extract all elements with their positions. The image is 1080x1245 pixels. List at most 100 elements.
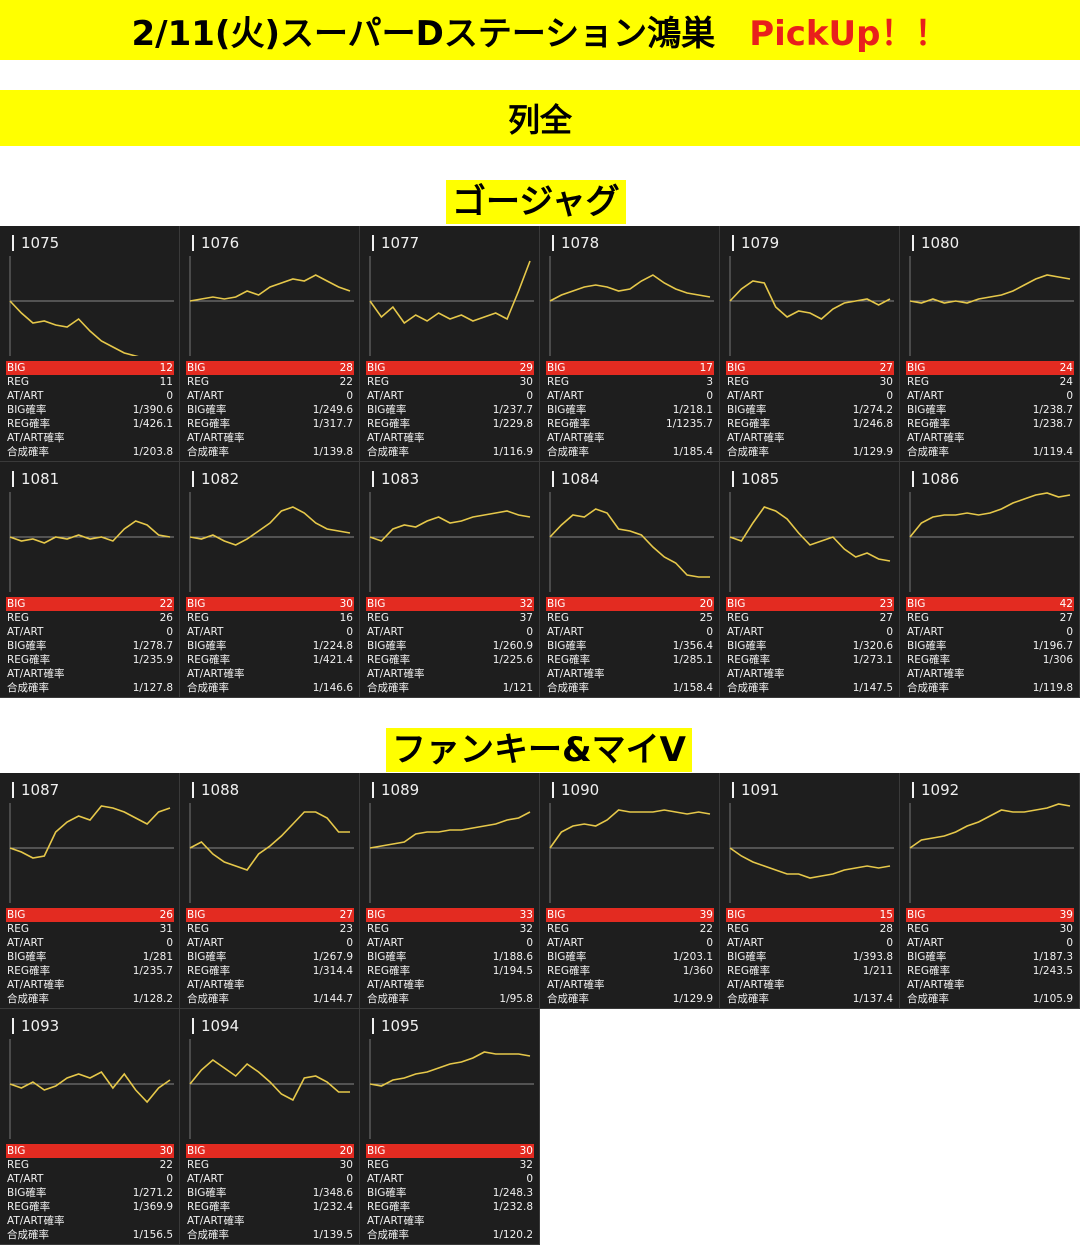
stat-row-big-rate: BIG確率 1/238.7 bbox=[906, 403, 1074, 417]
stat-value: 23 bbox=[879, 598, 893, 610]
machine-card[interactable]: 1089 BIG 33 REG 32 AT/ART 0 BIG確率 1/188.6 REG確率 1/… bbox=[360, 773, 540, 1009]
stat-label: BIG bbox=[727, 909, 746, 921]
graph-line bbox=[369, 811, 531, 849]
stat-value: 1/238.7 bbox=[1032, 418, 1073, 430]
stat-value: 1/421.4 bbox=[312, 654, 353, 666]
stat-row-reg-rate: REG確率 1/232.8 bbox=[366, 1200, 534, 1214]
machine-number: 1076 bbox=[192, 235, 239, 251]
stat-label: REG bbox=[7, 376, 30, 388]
stat-row-at-rate: AT/ART確率 bbox=[906, 667, 1074, 681]
stat-value: 23 bbox=[339, 923, 353, 935]
stat-label: AT/ART bbox=[187, 1173, 224, 1185]
machine-card[interactable]: 1095 BIG 30 REG 32 AT/ART 0 BIG確率 1/248.3 REG確率 1/… bbox=[360, 1009, 540, 1245]
graph-line bbox=[9, 300, 139, 356]
medal-graph bbox=[189, 256, 354, 356]
machine-card[interactable]: 1085 BIG 23 REG 27 AT/ART 0 BIG確率 1/320.6 REG確率 1/… bbox=[720, 462, 900, 698]
stat-row-big-rate: BIG確率 1/188.6 bbox=[366, 950, 534, 964]
stat-value: 1/156.5 bbox=[132, 1229, 173, 1241]
stat-label: REG確率 bbox=[367, 418, 411, 430]
stat-row-big: BIG 12 bbox=[6, 361, 174, 375]
stat-row-reg-rate: REG確率 1/426.1 bbox=[6, 417, 174, 431]
stat-label: AT/ART bbox=[187, 937, 224, 949]
stat-row-at: AT/ART 0 bbox=[186, 1172, 354, 1186]
machine-card[interactable]: 1084 BIG 20 REG 25 AT/ART 0 BIG確率 1/356.4 REG確率 1/… bbox=[540, 462, 720, 698]
stat-row-reg: REG 3 bbox=[546, 375, 714, 389]
machine-number: 1079 bbox=[732, 235, 779, 251]
machine-card[interactable]: 1091 BIG 15 REG 28 AT/ART 0 BIG確率 1/393.8 REG確率 1/… bbox=[720, 773, 900, 1009]
medal-graph bbox=[369, 256, 534, 356]
stat-value: 1/119.8 bbox=[1032, 682, 1073, 694]
stat-label: 合成確率 bbox=[907, 682, 949, 694]
stat-value: 1/369.9 bbox=[132, 1201, 173, 1213]
stats-table: BIG 39 REG 22 AT/ART 0 BIG確率 1/203.1 REG確率 1/360 A… bbox=[546, 908, 714, 1006]
stat-label: REG bbox=[727, 923, 750, 935]
stat-row-big-rate: BIG確率 1/224.8 bbox=[186, 639, 354, 653]
stat-row-reg-rate: REG確率 1/317.7 bbox=[186, 417, 354, 431]
medal-graph bbox=[909, 803, 1074, 903]
machine-card[interactable]: 1075 BIG 12 REG 11 AT/ART 0 BIG確率 1/390.6 REG確率 1/… bbox=[0, 226, 180, 462]
machine-card[interactable]: 1081 BIG 22 REG 26 AT/ART 0 BIG確率 1/278.7 REG確率 1/… bbox=[0, 462, 180, 698]
stat-row-at: AT/ART 0 bbox=[726, 389, 894, 403]
stat-label: BIG bbox=[187, 909, 206, 921]
stat-label: REG bbox=[727, 612, 750, 624]
stat-row-total-rate: 合成確率 1/156.5 bbox=[6, 1228, 174, 1242]
stat-row-reg: REG 32 bbox=[366, 1158, 534, 1172]
stat-value: 1/306 bbox=[1042, 654, 1073, 666]
machine-card[interactable]: 1094 BIG 20 REG 30 AT/ART 0 BIG確率 1/348.6 REG確率 1/… bbox=[180, 1009, 360, 1245]
stat-row-big: BIG 29 bbox=[366, 361, 534, 375]
graph-line bbox=[549, 274, 711, 302]
stat-label: REG確率 bbox=[727, 965, 771, 977]
machine-card[interactable]: 1082 BIG 30 REG 16 AT/ART 0 BIG確率 1/224.8 REG確率 1/… bbox=[180, 462, 360, 698]
stat-value: 1/232.4 bbox=[312, 1201, 353, 1213]
medal-graph bbox=[9, 1039, 174, 1139]
stat-value: 30 bbox=[339, 1159, 353, 1171]
stat-label: 合成確率 bbox=[727, 993, 769, 1005]
stat-label: 合成確率 bbox=[547, 682, 589, 694]
stat-label: BIG確率 bbox=[727, 640, 767, 652]
stat-row-at: AT/ART 0 bbox=[6, 936, 174, 950]
stats-table: BIG 39 REG 30 AT/ART 0 BIG確率 1/187.3 REG確率 1/243.… bbox=[906, 908, 1074, 1006]
stat-row-at-rate: AT/ART確率 bbox=[726, 431, 894, 445]
stat-label: REG bbox=[187, 376, 210, 388]
medal-graph bbox=[909, 492, 1074, 592]
stat-row-reg-rate: REG確率 1/194.5 bbox=[366, 964, 534, 978]
machine-grid-gogo-2: 1081 BIG 22 REG 26 AT/ART 0 BIG確率 1/278.7 REG確率 1/… bbox=[0, 462, 1080, 698]
stat-label: AT/ART確率 bbox=[187, 668, 245, 680]
stats-table: BIG 15 REG 28 AT/ART 0 BIG確率 1/393.8 REG確率 1/211 A… bbox=[726, 908, 894, 1006]
row-label: 列全 bbox=[507, 101, 572, 139]
machine-card[interactable]: 1088 BIG 27 REG 23 AT/ART 0 BIG確率 1/267.9 REG確率 1/… bbox=[180, 773, 360, 1009]
machine-card[interactable]: 1076 BIG 28 REG 22 AT/ART 0 BIG確率 1/249.6 REG確率 1/… bbox=[180, 226, 360, 462]
stat-label: REG確率 bbox=[547, 418, 591, 430]
stat-row-big-rate: BIG確率 1/320.6 bbox=[726, 639, 894, 653]
machine-card[interactable]: 1083 BIG 32 REG 37 AT/ART 0 BIG確率 1/260.9 REG確率 1/… bbox=[360, 462, 540, 698]
stat-row-total-rate: 合成確率 1/119.4 bbox=[906, 445, 1074, 459]
machine-card[interactable]: 1078 BIG 17 REG 3 AT/ART 0 BIG確率 1/218.1 REG確率 1/1… bbox=[540, 226, 720, 462]
machine-card[interactable]: 1079 BIG 27 REG 30 AT/ART 0 BIG確率 1/274.2 REG確率 1/… bbox=[720, 226, 900, 462]
stat-label: REG bbox=[187, 1159, 210, 1171]
medal-graph bbox=[549, 803, 714, 903]
stat-label: BIG bbox=[547, 909, 566, 921]
machine-card[interactable]: 1092 BIG 39 REG 30 AT/ART 0 BIG確率 1/187.3 REG確率 1/… bbox=[900, 773, 1080, 1009]
stat-row-total-rate: 合成確率 1/128.2 bbox=[6, 992, 174, 1006]
stat-value: 30 bbox=[159, 1145, 173, 1157]
machine-card[interactable]: 1077 BIG 29 REG 30 AT/ART 0 BIG確率 1/237.7 REG確率 1/… bbox=[360, 226, 540, 462]
stat-label: BIG確率 bbox=[7, 640, 47, 652]
machine-card[interactable]: 1080 BIG 24 REG 24 AT/ART 0 BIG確率 1/238.7 REG確率 1/… bbox=[900, 226, 1080, 462]
machine-card[interactable]: 1093 BIG 30 REG 22 AT/ART 0 BIG確率 1/271.2 REG確率 1/… bbox=[0, 1009, 180, 1245]
stat-label: REG bbox=[547, 612, 570, 624]
graph-line bbox=[189, 1058, 350, 1102]
stat-label: BIG bbox=[907, 909, 926, 921]
stat-value: 1/320.6 bbox=[852, 640, 893, 652]
stat-label: BIG bbox=[7, 598, 26, 610]
graph-line bbox=[369, 1051, 531, 1087]
stat-label: 合成確率 bbox=[547, 993, 589, 1005]
machine-card[interactable]: 1087 BIG 26 REG 31 AT/ART 0 BIG確率 1/281 REG確率 1/23… bbox=[0, 773, 180, 1009]
stat-row-total-rate: 合成確率 1/105.9 bbox=[906, 992, 1074, 1006]
stat-label: AT/ART bbox=[727, 626, 764, 638]
machine-card[interactable]: 1086 BIG 42 REG 27 AT/ART 0 BIG確率 1/196.7 REG確率 1/… bbox=[900, 462, 1080, 698]
stat-row-reg-rate: REG確率 1/246.8 bbox=[726, 417, 894, 431]
stat-value: 1/95.8 bbox=[499, 993, 533, 1005]
stat-label: AT/ART bbox=[7, 626, 44, 638]
machine-card[interactable]: 1090 BIG 39 REG 22 AT/ART 0 BIG確率 1/203.1 REG確率 1/… bbox=[540, 773, 720, 1009]
stat-row-big: BIG 24 bbox=[906, 361, 1074, 375]
